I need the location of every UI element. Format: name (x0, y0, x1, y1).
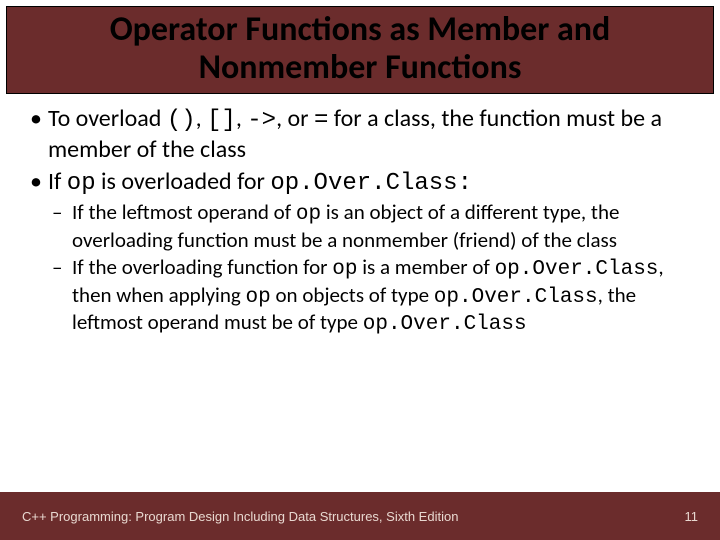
code-text: [] (207, 107, 236, 134)
bullet-text: on objects of type (271, 282, 434, 308)
bullet-text: If (48, 167, 67, 196)
bullet-text: To overload (48, 104, 167, 133)
slide-title: Operator Functions as Member and Nonmemb… (19, 11, 701, 87)
slide-content: To overload (), [], ->, or = for a class… (0, 94, 720, 492)
bullet-list: To overload (), [], ->, or = for a class… (26, 104, 694, 338)
title-bar: Operator Functions as Member and Nonmemb… (6, 6, 714, 94)
code-text: op (332, 258, 357, 281)
slide: Operator Functions as Member and Nonmemb… (0, 0, 720, 540)
page-number: 11 (685, 509, 699, 524)
code-text: op.Over.Class (434, 286, 598, 309)
code-text: () (167, 107, 196, 134)
code-text: op (246, 286, 271, 309)
bullet-text: , (196, 104, 207, 133)
sub-bullet-item: If the overloading function for op is a … (48, 255, 694, 338)
bullet-text: is a member of (357, 254, 494, 280)
code-text: op (296, 203, 321, 226)
sub-bullet-item: If the leftmost operand of op is an obje… (48, 200, 694, 253)
bullet-text: If the leftmost operand of (72, 199, 296, 225)
bullet-text: is overloaded for (96, 167, 271, 196)
code-text: = (314, 107, 328, 134)
bullet-text: If the overloading function for (72, 254, 332, 280)
code-text: -> (247, 107, 276, 134)
sub-bullet-list: If the leftmost operand of op is an obje… (48, 200, 694, 338)
code-text: op.Over.Class (363, 313, 527, 336)
footer-bar: C++ Programming: Program Design Includin… (0, 492, 720, 540)
footer-left: C++ Programming: Program Design Includin… (22, 509, 458, 524)
bullet-item: If op is overloaded for op.Over.Class:If… (26, 167, 694, 338)
bullet-item: To overload (), [], ->, or = for a class… (26, 104, 694, 165)
code-text: op.Over.Class: (270, 170, 472, 197)
bullet-text: , or (276, 104, 314, 133)
code-text: op (67, 170, 96, 197)
bullet-text: , (236, 104, 247, 133)
code-text: op.Over.Class (495, 258, 659, 281)
